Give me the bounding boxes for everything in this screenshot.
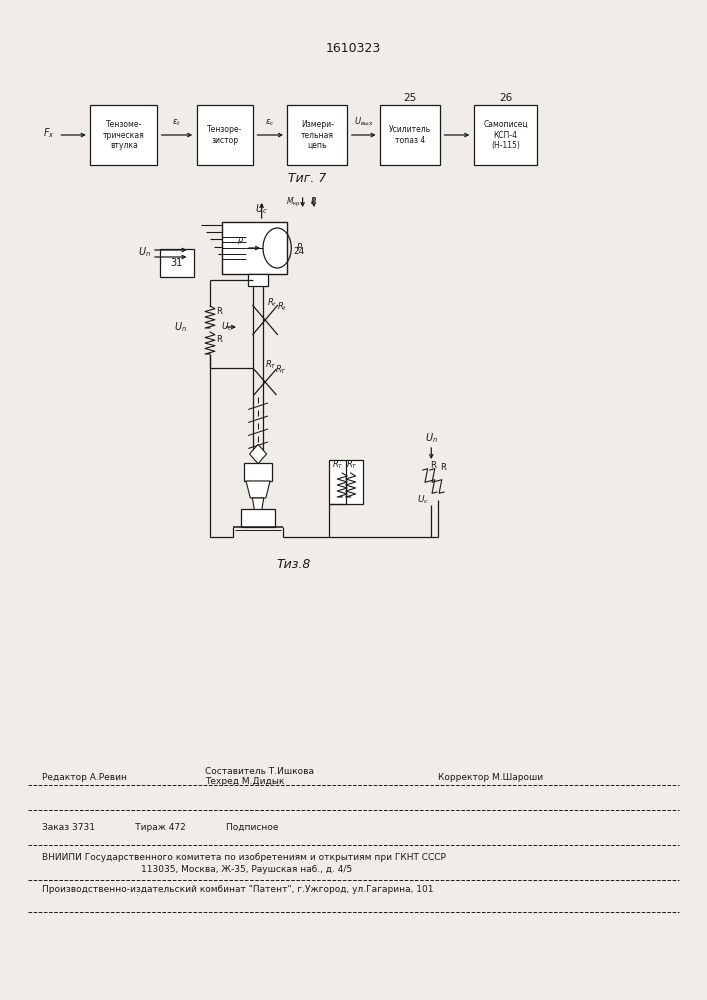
Text: Самописец
КСП-4
(Н-115): Самописец КСП-4 (Н-115): [483, 120, 528, 150]
Text: R: R: [216, 336, 222, 344]
Text: 25: 25: [404, 93, 416, 103]
Text: Корректор М.Шароши: Корректор М.Шароши: [438, 772, 544, 782]
Text: Τиг. 7: Τиг. 7: [288, 172, 327, 184]
Bar: [160, 249, 194, 277]
Text: Составитель Т.Ишкова: Составитель Т.Ишкова: [205, 768, 314, 776]
Text: Заказ 3731              Тираж 472              Подписное: Заказ 3731 Тираж 472 Подписное: [42, 823, 279, 832]
Text: 113035, Москва, Ж-35, Раушская наб., д. 4/5: 113035, Москва, Ж-35, Раушская наб., д. …: [141, 864, 353, 874]
Bar: [287, 105, 348, 165]
Text: Производственно-издательский комбинат "Патент", г.Ужгород, ул.Гагарина, 101: Производственно-издательский комбинат "П…: [42, 886, 434, 894]
Text: 1610323: 1610323: [326, 41, 381, 54]
Text: $R_t$: $R_t$: [267, 297, 278, 309]
Text: Редактор А.Ревин: Редактор А.Ревин: [42, 772, 127, 782]
Bar: [380, 105, 440, 165]
Text: 26: 26: [499, 93, 512, 103]
Polygon shape: [252, 498, 264, 511]
Polygon shape: [246, 481, 270, 498]
Text: $U_n$: $U_n$: [174, 320, 187, 334]
Bar: [244, 463, 272, 481]
Bar: [241, 509, 275, 527]
Text: Измери-
тельная
цепь: Измери- тельная цепь: [301, 120, 334, 150]
Text: Τиз.8: Τиз.8: [276, 558, 310, 572]
Text: $R_t$: $R_t$: [277, 301, 288, 313]
Text: $R_T$: $R_T$: [275, 364, 287, 376]
Text: 31: 31: [170, 258, 183, 268]
Text: 24: 24: [293, 247, 305, 256]
Text: $U_c$: $U_c$: [221, 321, 233, 333]
Text: Техред М.Дидык: Техред М.Дидык: [205, 776, 284, 786]
Text: Тензоре-
зистор: Тензоре- зистор: [207, 125, 243, 145]
Text: R: R: [216, 308, 222, 316]
Text: $P$: $P$: [310, 194, 317, 206]
Text: R: R: [430, 460, 436, 470]
Bar: [474, 105, 537, 165]
Text: $R_T$: $R_T$: [265, 359, 277, 371]
Text: R: R: [440, 464, 445, 473]
Text: Тензоме-
трическая
втулка: Тензоме- трическая втулка: [103, 120, 145, 150]
Text: $\varepsilon_t$: $\varepsilon_t$: [173, 117, 182, 128]
Bar: [90, 105, 157, 165]
Text: $U_n$: $U_n$: [138, 245, 151, 259]
Text: Усилитель
топаз 4: Усилитель топаз 4: [389, 125, 431, 145]
Text: $U_c$: $U_c$: [255, 202, 268, 216]
Text: $F_x$: $F_x$: [43, 126, 55, 140]
Bar: [248, 274, 268, 286]
Text: $U_n$: $U_n$: [425, 431, 438, 445]
Text: $R_T$: $R_T$: [332, 459, 344, 471]
Text: $U_c$: $U_c$: [417, 494, 428, 506]
Bar: [222, 222, 287, 274]
Text: $M_{\text{кр}}$: $M_{\text{кр}}$: [286, 195, 301, 209]
Text: $R_T$: $R_T$: [346, 459, 358, 471]
Bar: [329, 460, 363, 504]
Text: $P$: $P$: [296, 240, 303, 251]
Polygon shape: [250, 444, 267, 464]
Text: ВНИИПИ Государственного комитета по изобретениям и открытиям при ГКНТ СССР: ВНИИПИ Государственного комитета по изоб…: [42, 852, 446, 861]
Text: $U_{\text{вых}}$: $U_{\text{вых}}$: [354, 115, 373, 128]
Text: $\rho$: $\rho$: [237, 235, 244, 246]
Text: $\varepsilon_c$: $\varepsilon_c$: [265, 117, 275, 128]
Bar: [197, 105, 253, 165]
